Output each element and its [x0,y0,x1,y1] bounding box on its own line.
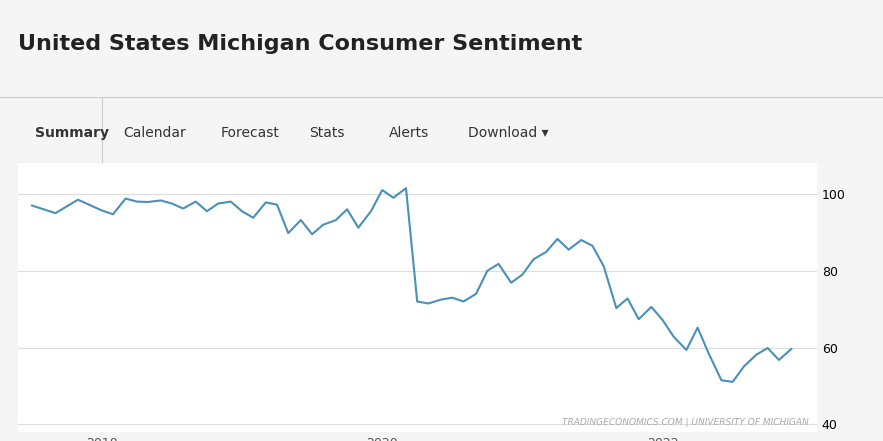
Text: Alerts: Alerts [389,127,429,140]
Text: TRADINGECONOMICS.COM | UNIVERSITY OF MICHIGAN: TRADINGECONOMICS.COM | UNIVERSITY OF MIC… [562,418,809,427]
Text: United States Michigan Consumer Sentiment: United States Michigan Consumer Sentimen… [18,34,582,54]
Text: Summary: Summary [35,127,109,140]
Text: Download ▾: Download ▾ [468,127,548,140]
Text: Forecast: Forecast [221,127,280,140]
Text: Stats: Stats [309,127,344,140]
Text: Calendar: Calendar [124,127,186,140]
